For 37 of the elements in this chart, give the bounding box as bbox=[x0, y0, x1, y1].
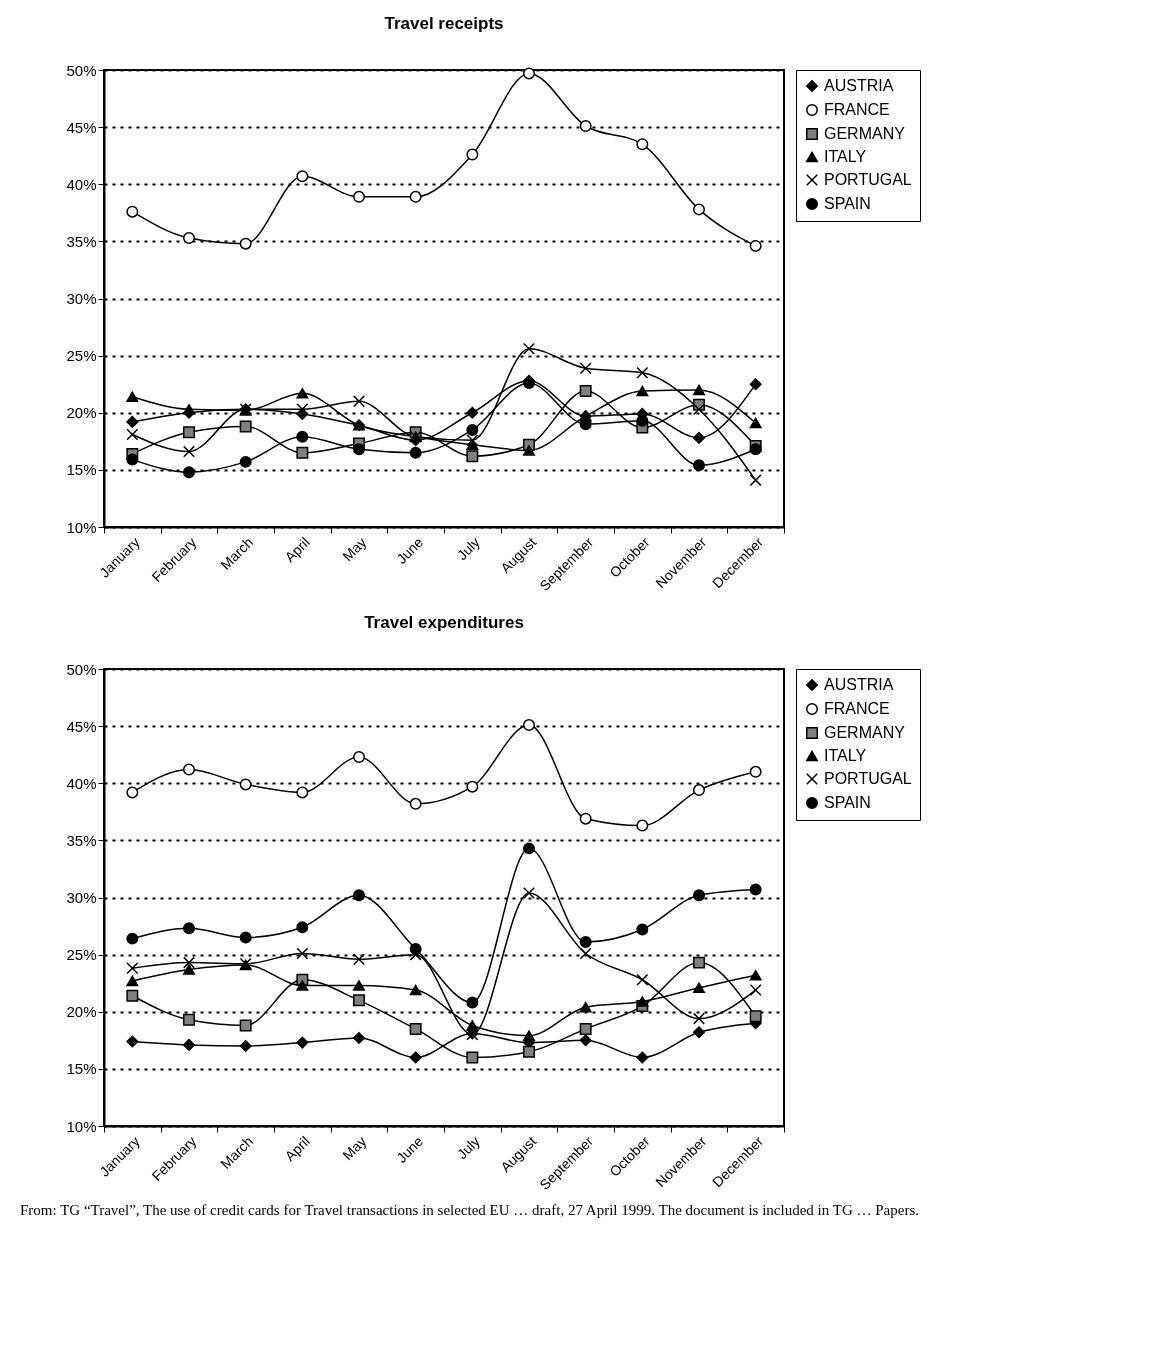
legend-label: ITALY bbox=[824, 148, 867, 165]
y-tick-label: 45% bbox=[66, 118, 97, 136]
legend-label: FRANCE bbox=[824, 700, 890, 717]
legend-label: SPAIN bbox=[824, 794, 871, 811]
legend-label: GERMANY bbox=[824, 724, 906, 741]
x-tick-label: July bbox=[453, 534, 483, 564]
y-tick-label: 45% bbox=[66, 717, 97, 735]
legend-label: PORTUGAL bbox=[824, 171, 912, 188]
y-tick-label: 30% bbox=[66, 290, 97, 307]
chart-title: Travel expenditures bbox=[364, 613, 524, 632]
y-tick-label: 35% bbox=[66, 232, 97, 250]
y-tick-label: 50% bbox=[66, 660, 97, 678]
legend-label: AUSTRIA bbox=[824, 77, 894, 94]
y-tick-label: 35% bbox=[66, 831, 97, 849]
legend-label: FRANCE bbox=[824, 101, 890, 118]
text: From: TG “Travel”, The use of credit cards for Travel transactions in selected EU … draft, 27 April 1999. The document is included in TG … Papers. bbox=[20, 1202, 920, 1219]
y-tick-label: 40% bbox=[66, 774, 97, 792]
x-tick-label: July bbox=[453, 1133, 483, 1163]
x-tick-label: May bbox=[339, 1133, 370, 1164]
x-tick-label: May bbox=[339, 534, 370, 565]
y-tick-label: 20% bbox=[66, 1003, 97, 1021]
legend-label: ITALY bbox=[824, 747, 867, 764]
legend-label: SPAIN bbox=[824, 195, 871, 212]
y-tick-label: 25% bbox=[66, 347, 97, 365]
y-tick-label: 40% bbox=[66, 175, 97, 193]
legend-label: AUSTRIA bbox=[824, 676, 894, 693]
y-tick-label: 25% bbox=[66, 946, 97, 964]
y-tick-label: 10% bbox=[66, 518, 97, 536]
legend-label: GERMANY bbox=[824, 125, 906, 142]
y-tick-label: 50% bbox=[66, 61, 97, 79]
y-tick-label: 15% bbox=[66, 1060, 97, 1078]
legend-label: PORTUGAL bbox=[824, 770, 912, 787]
y-tick-label: 30% bbox=[66, 889, 97, 906]
chart-title: Travel receipts bbox=[384, 14, 504, 33]
y-tick-label: 10% bbox=[66, 1117, 97, 1135]
y-tick-label: 20% bbox=[66, 404, 97, 422]
y-tick-label: 15% bbox=[66, 461, 97, 479]
